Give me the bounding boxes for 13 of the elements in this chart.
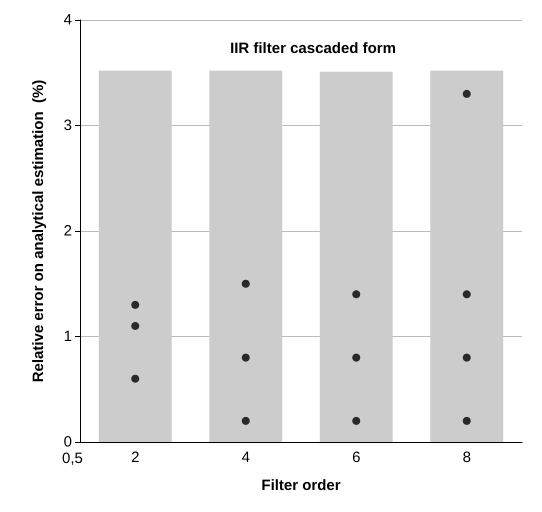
y-tick-label: 3 bbox=[64, 117, 72, 134]
x-tick-label: 2 bbox=[131, 449, 140, 466]
x-tick-label: 6 bbox=[352, 449, 360, 466]
y-tick-label: 1 bbox=[64, 328, 72, 345]
y-tick-label: 0 bbox=[64, 434, 72, 450]
x-axis-title: Filter order bbox=[261, 477, 341, 494]
y-axis-title: Relative error on analytical estimation (%) bbox=[30, 80, 47, 382]
x-tick-label: 8 bbox=[462, 449, 471, 466]
y-tick-label: 2 bbox=[64, 222, 72, 240]
text: IIR filter cascaded form bbox=[230, 40, 396, 57]
y-tick-label: 4 bbox=[64, 12, 72, 28]
text: 0,5 bbox=[62, 450, 83, 467]
x-tick-label: 4 bbox=[242, 449, 250, 466]
